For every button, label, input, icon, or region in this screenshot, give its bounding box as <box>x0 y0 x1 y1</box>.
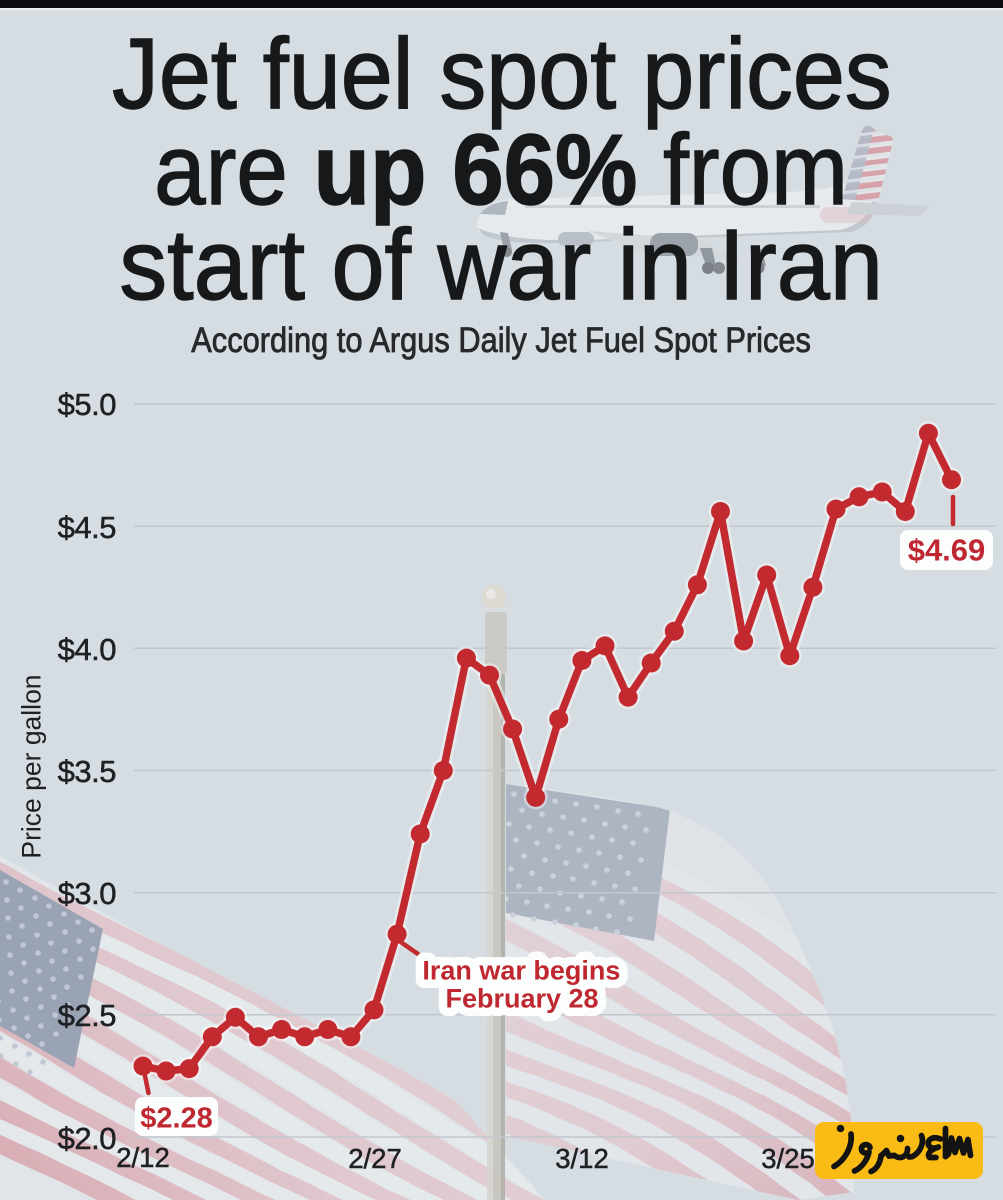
svg-text:February 28: February 28 <box>445 984 598 1014</box>
svg-text:$2.28: $2.28 <box>140 1103 213 1135</box>
svg-text:$4.69: $4.69 <box>908 533 986 568</box>
svg-text:Iran war begins: Iran war begins <box>422 956 620 986</box>
